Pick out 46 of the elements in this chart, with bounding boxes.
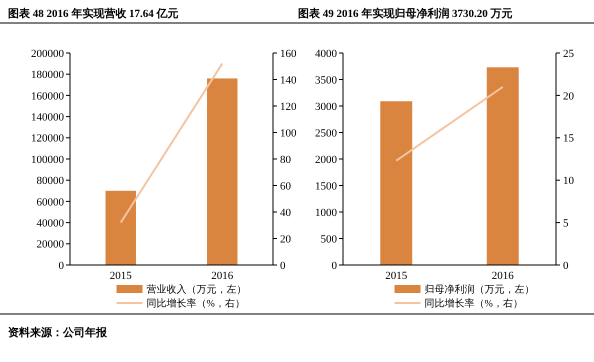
y-tick-label: 180000 [31,69,64,82]
y-tick-label: 500 [320,233,338,246]
x-tick-label: 2016 [492,270,514,282]
y2-tick-label: 0 [280,260,286,272]
y-tick-label: 0 [58,260,64,272]
y-tick-label: 2500 [315,127,338,140]
y2-tick-label: 20 [280,233,292,246]
y-tick-label: 3000 [315,100,338,113]
x-tick-label: 2015 [110,270,132,282]
legend-label: 同比增长率（%，右） [424,298,523,310]
x-tick-label: 2016 [211,270,234,282]
y-tick-label: 160000 [31,90,64,102]
chart-title: 图表 48 2016 年实现营收 17.64 亿元 [8,7,178,20]
y2-tick-label: 25 [563,48,574,60]
y2-tick-label: 140 [280,74,297,86]
y2-tick-label: 120 [280,100,297,113]
legend-label: 营业收入（万元，左） [146,284,246,296]
y-tick-label: 2000 [315,154,338,166]
legend-label: 归母净利润（万元，左） [424,284,534,296]
y-tick-label: 0 [332,260,338,272]
y2-tick-label: 80 [280,154,292,166]
y-tick-label: 1500 [315,180,338,192]
y2-tick-label: 20 [563,90,574,102]
chart-title: 图表 49 2016 年实现归母净利润 3730.20 万元 [298,7,512,20]
legend-label: 同比增长率（%，右） [146,298,245,310]
y2-tick-label: 100 [280,127,297,140]
y-tick-label: 100000 [31,154,64,166]
y2-tick-label: 60 [280,180,292,192]
y-tick-label: 80000 [36,175,64,188]
y-tick-label: 20000 [36,238,64,251]
y-tick-label: 3500 [315,74,338,86]
text: 资料来源：公司年报 [8,326,108,339]
y-tick-label: 1000 [315,206,338,219]
y2-tick-label: 5 [563,217,569,230]
x-tick-label: 2015 [385,270,408,282]
y-tick-label: 120000 [31,132,64,145]
y-tick-label: 200000 [31,48,64,60]
y-tick-label: 60000 [36,196,64,208]
y2-tick-label: 0 [563,260,569,272]
y2-tick-label: 160 [280,48,297,60]
y2-tick-label: 15 [563,132,574,145]
y2-tick-label: 10 [563,175,574,188]
y-tick-label: 140000 [31,111,64,124]
y-tick-label: 40000 [36,217,64,230]
y-tick-label: 4000 [315,48,338,60]
y2-tick-label: 40 [280,206,292,219]
